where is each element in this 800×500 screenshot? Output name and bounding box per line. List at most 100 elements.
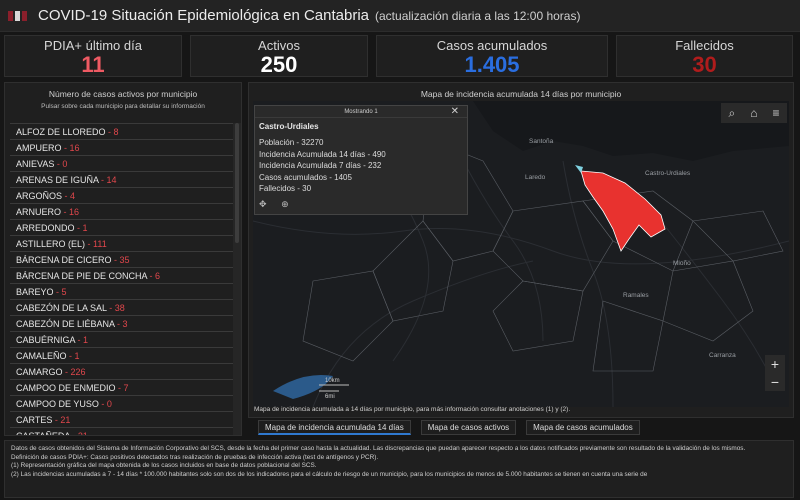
separator: -	[111, 255, 120, 265]
separator: -	[114, 319, 123, 329]
active-count: 35	[119, 255, 130, 265]
list-title: Número de casos activos por municipio	[48, 89, 198, 99]
separator: -	[69, 431, 78, 436]
list-item[interactable]: CAMALEÑO - 1	[10, 347, 238, 363]
kpi-label: Activos	[258, 38, 300, 53]
map-title: Mapa de incidencia acumulada 14 días por…	[420, 89, 622, 99]
municipality-name: CABUÉRNIGA	[16, 335, 76, 345]
municipality-name: ARGOÑOS	[16, 191, 63, 201]
list-scrollbar[interactable]	[233, 123, 241, 435]
move-icon[interactable]: ✥	[259, 199, 267, 209]
active-count: 226	[70, 367, 86, 377]
list-item[interactable]: BÁRCENA DE PIE DE CONCHA - 6	[10, 267, 238, 283]
separator: -	[75, 335, 84, 345]
list-item[interactable]: CABUÉRNIGA - 1	[10, 331, 238, 347]
list-subtitle: Pulsar sobre cada municipio para detalla…	[41, 103, 205, 110]
active-count: 38	[114, 303, 125, 313]
popup-line: Casos acumulados - 1405	[259, 172, 352, 182]
kpi-label: PDIA+ último día	[44, 38, 142, 53]
tab-active-cases[interactable]: Mapa de casos activos	[420, 420, 517, 435]
header-bar: COVID-19 Situación Epidemiológica en Can…	[0, 0, 800, 32]
separator: -	[115, 383, 124, 393]
active-count: 21	[77, 431, 88, 436]
popup-header-text: Mostrando 1	[344, 109, 378, 115]
municipality-name: AMPUERO	[16, 143, 62, 153]
cantabria-logo	[8, 10, 28, 22]
castro-urdiales-shape	[580, 170, 666, 252]
list-item[interactable]: CARTES - 21	[10, 411, 238, 427]
separator: -	[61, 207, 70, 217]
list-item[interactable]: ARNUERO - 16	[10, 203, 238, 219]
kpi-value: 1.405	[464, 52, 520, 77]
list-item[interactable]: ANIEVAS - 0	[10, 155, 238, 171]
active-count: 6	[155, 271, 161, 281]
zoom-out-button[interactable]: −	[770, 374, 780, 390]
municipality-name: CABEZÓN DE LA SAL	[16, 303, 107, 313]
separator: -	[62, 191, 71, 201]
scale-km: 10km	[325, 378, 340, 384]
scale-mi: 6mi	[325, 394, 335, 400]
list-item[interactable]: CASTAÑEDA - 21	[10, 427, 238, 436]
zoom-in-button[interactable]: +	[770, 356, 780, 372]
municipality-list-panel: Número de casos activos por municipio Pu…	[4, 82, 242, 436]
active-count: 1	[74, 351, 80, 361]
list-item[interactable]: BAREYO - 5	[10, 283, 238, 299]
footnote: Definición de casos PDIA+: Casos positiv…	[11, 453, 379, 461]
active-count: 0	[62, 159, 68, 169]
separator: -	[62, 367, 71, 377]
municipality-name: ARNUERO	[16, 207, 62, 217]
list-item[interactable]: CAMPOO DE YUSO - 0	[10, 395, 238, 411]
list-item[interactable]: CAMPOO DE ENMEDIO - 7	[10, 379, 238, 395]
label-ramales: Ramales	[623, 292, 649, 299]
list-item[interactable]: CAMARGO - 226	[10, 363, 238, 379]
zoom-to-icon[interactable]: ⊕	[281, 199, 289, 209]
popup-line: Fallecidos - 30	[259, 184, 312, 193]
municipality-name: ANIEVAS	[16, 159, 55, 169]
list-icon[interactable]: ≡	[772, 106, 780, 120]
label-mioño: Mioño	[673, 260, 691, 267]
list-item[interactable]: CABEZÓN DE LA SAL - 38	[10, 299, 238, 315]
home-icon[interactable]: ⌂	[750, 106, 758, 120]
list-item[interactable]: ARGOÑOS - 4	[10, 187, 238, 203]
separator: -	[61, 143, 70, 153]
kpi-cumulative-cases: Casos acumulados 1.405	[376, 35, 608, 77]
list-item[interactable]: ALFOZ DE LLOREDO - 8	[10, 123, 238, 139]
active-count: 1	[82, 223, 88, 233]
label-laredo: Laredo	[525, 174, 546, 181]
list-item[interactable]: AMPUERO - 16	[10, 139, 238, 155]
active-count: 7	[123, 383, 129, 393]
separator: -	[98, 175, 107, 185]
close-icon[interactable]: ✕	[450, 106, 459, 117]
kpi-value: 250	[260, 52, 298, 77]
logo-bar-1	[8, 10, 13, 21]
municipality-name: CAMALEÑO	[16, 351, 67, 361]
list-item[interactable]: CABEZÓN DE LIÉBANA - 3	[10, 315, 238, 331]
search-icon[interactable]: ⌕	[728, 105, 736, 120]
page-subtitle: (actualización diaria a las 12:00 horas)	[375, 8, 581, 23]
tab-cumulative-cases[interactable]: Mapa de casos acumulados	[526, 420, 640, 435]
tab-incidence-14-days[interactable]: Mapa de incidencia acumulada 14 días	[258, 420, 411, 435]
footnote: (2) Las incidencias acumuladas a 7 - 14 …	[11, 470, 648, 478]
municipality-name: CABEZÓN DE LIÉBANA	[16, 319, 115, 329]
separator: -	[85, 239, 94, 249]
list-item[interactable]: ASTILLERO (EL) - 111	[10, 235, 238, 251]
list-item[interactable]: BÁRCENA DE CICERO - 35	[10, 251, 238, 267]
separator: -	[66, 351, 75, 361]
active-count: 0	[106, 399, 112, 409]
municipality-name: ARREDONDO	[16, 223, 75, 233]
kpi-label: Fallecidos	[675, 38, 734, 53]
municipality-name: CASTAÑEDA	[16, 431, 70, 436]
list-item[interactable]: ARENAS DE IGUÑA - 14	[10, 171, 238, 187]
active-count: 1	[83, 335, 89, 345]
scrollbar-thumb[interactable]	[235, 123, 239, 243]
popup-header: Mostrando 1 ✕	[255, 106, 467, 118]
page-title: COVID-19 Situación Epidemiológica en Can…	[38, 7, 370, 24]
separator: -	[105, 127, 114, 137]
footnote: (1) Representación gráfica del mapa obte…	[11, 462, 317, 470]
separator: -	[52, 415, 61, 425]
list-item[interactable]: ARREDONDO - 1	[10, 219, 238, 235]
kpi-active: Activos 250	[190, 35, 368, 77]
kpi-pdia-last-day: PDIA+ último día 11	[4, 35, 182, 77]
municipality-name: ASTILLERO (EL)	[16, 239, 86, 249]
